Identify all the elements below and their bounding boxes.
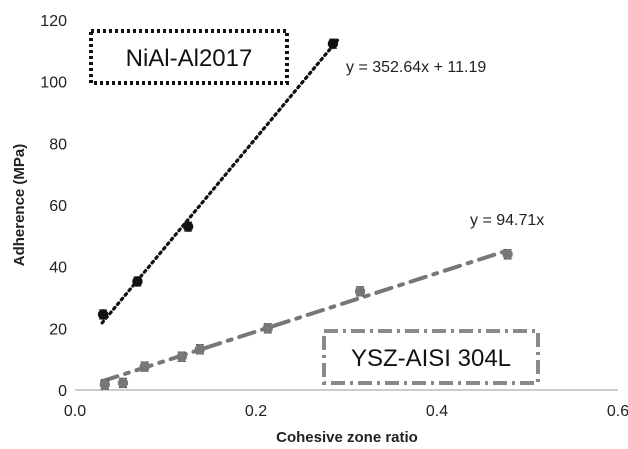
trend-lines <box>102 40 509 381</box>
y-tick-label: 60 <box>49 198 67 215</box>
series-label-nial: NiAl-Al2017 <box>126 45 253 72</box>
x-tick-label: 0.6 <box>607 403 628 420</box>
data-point <box>139 361 149 371</box>
y-tick-label: 40 <box>49 260 67 277</box>
x-tick-label: 0.4 <box>426 403 448 420</box>
y-tick-label: 120 <box>40 13 67 30</box>
x-tick-label: 0.2 <box>245 403 267 420</box>
y-tick-label: 80 <box>49 136 67 153</box>
data-point <box>118 378 128 388</box>
y-axis-title: Adherence (MPa) <box>11 144 28 267</box>
data-point <box>355 286 365 296</box>
series-label-box-nial: NiAl-Al2017 <box>91 31 287 83</box>
x-tick-label: 0.0 <box>64 403 86 420</box>
data-point <box>183 221 193 231</box>
series-label-ysz: YSZ-AISI 304L <box>351 345 511 372</box>
data-point <box>177 352 187 362</box>
data-point <box>263 323 273 333</box>
x-axis-title: Cohesive zone ratio <box>276 429 418 446</box>
y-tick-label: 100 <box>40 75 67 92</box>
data-point <box>502 249 512 259</box>
data-point <box>100 379 110 389</box>
series-label-box-ysz: YSZ-AISI 304L <box>324 331 538 383</box>
data-point <box>195 344 205 354</box>
y-tick-label: 20 <box>49 321 67 338</box>
data-point <box>132 276 142 286</box>
data-point <box>98 309 108 319</box>
y-tick-label: 0 <box>58 383 67 400</box>
trendline-equation-ysz: y = 94.71x <box>470 212 544 229</box>
data-point <box>328 39 338 49</box>
trendline-equation-nial: y = 352.64x + 11.19 <box>346 59 486 76</box>
